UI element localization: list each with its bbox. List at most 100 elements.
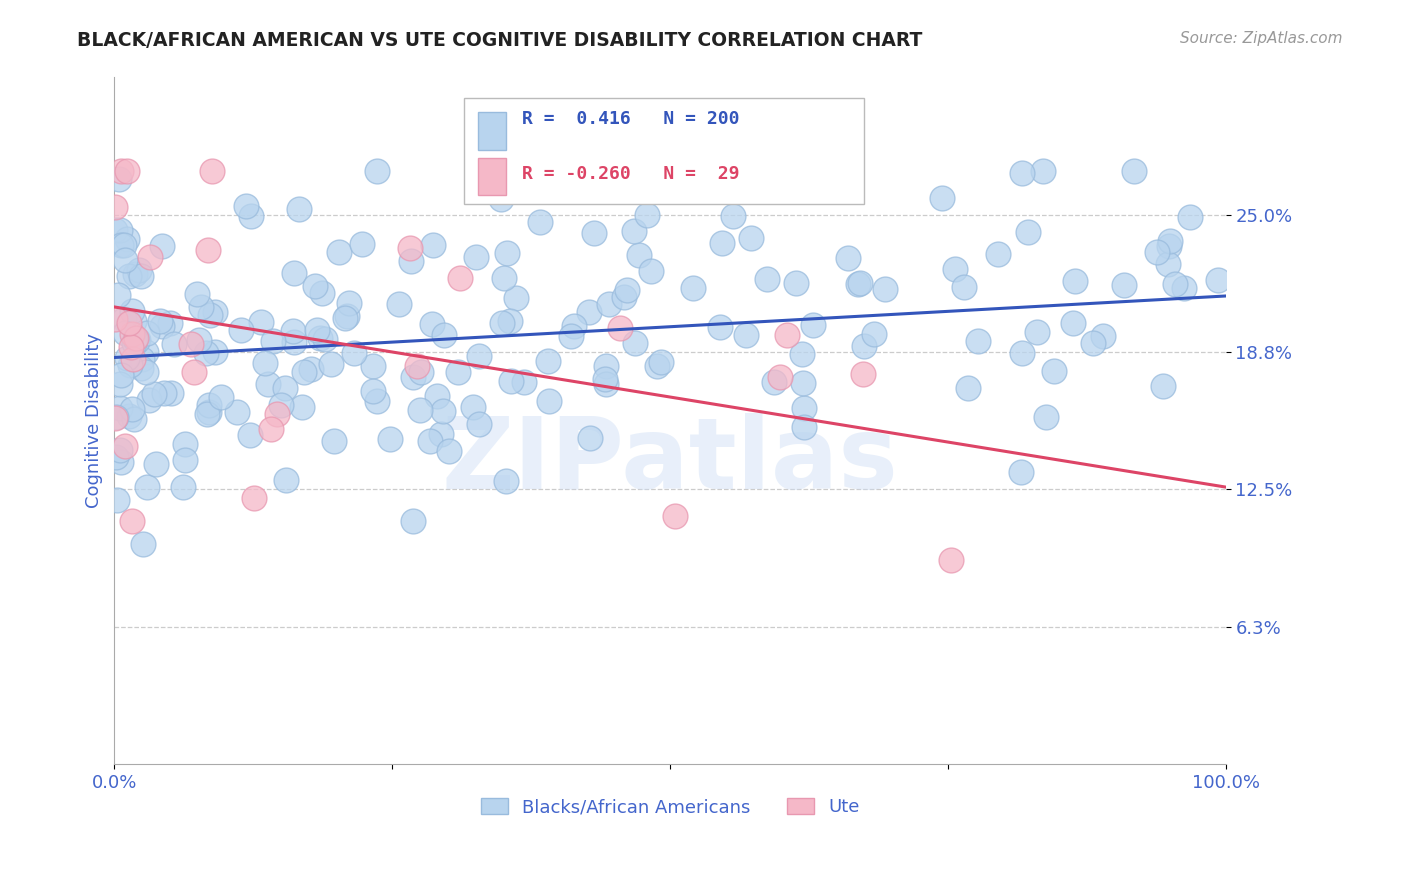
Blacks/African Americans	[401, 514, 423, 528]
Blacks/African Americans	[1011, 345, 1033, 359]
Blacks/African Americans	[319, 357, 342, 371]
Blacks/African Americans	[640, 264, 662, 278]
Blacks/African Americans	[564, 319, 586, 334]
Blacks/African Americans	[274, 473, 297, 487]
Ute	[183, 365, 205, 379]
Ute	[180, 337, 202, 351]
Blacks/African Americans	[1152, 379, 1174, 393]
Blacks/African Americans	[299, 362, 322, 376]
Y-axis label: Cognitive Disability: Cognitive Disability	[86, 333, 103, 508]
FancyBboxPatch shape	[464, 98, 865, 204]
Blacks/African Americans	[513, 375, 536, 389]
Blacks/African Americans	[311, 285, 333, 300]
Blacks/African Americans	[468, 417, 491, 432]
Blacks/African Americans	[108, 223, 131, 237]
Blacks/African Americans	[112, 312, 135, 326]
Blacks/African Americans	[1180, 210, 1202, 224]
Blacks/African Americans	[328, 244, 350, 259]
Blacks/African Americans	[366, 393, 388, 408]
Blacks/African Americans	[582, 226, 605, 240]
Blacks/African Americans	[333, 311, 356, 326]
Blacks/African Americans	[709, 319, 731, 334]
Blacks/African Americans	[650, 355, 672, 369]
Ute	[243, 491, 266, 505]
Blacks/African Americans	[755, 272, 778, 286]
Ute	[120, 340, 142, 354]
Blacks/African Americans	[560, 328, 582, 343]
Blacks/African Americans	[437, 444, 460, 458]
Blacks/African Americans	[159, 316, 181, 330]
Blacks/African Americans	[118, 358, 141, 372]
Blacks/African Americans	[1092, 329, 1115, 343]
Text: Source: ZipAtlas.com: Source: ZipAtlas.com	[1180, 31, 1343, 46]
Blacks/African Americans	[468, 349, 491, 363]
Blacks/African Americans	[135, 480, 157, 494]
Blacks/African Americans	[848, 276, 870, 290]
Blacks/African Americans	[361, 359, 384, 373]
Blacks/African Americans	[135, 365, 157, 379]
Blacks/African Americans	[399, 254, 422, 268]
Blacks/African Americans	[790, 347, 813, 361]
Blacks/African Americans	[853, 339, 876, 353]
Blacks/African Americans	[1112, 277, 1135, 292]
Blacks/African Americans	[873, 282, 896, 296]
Ute	[776, 327, 799, 342]
Blacks/African Americans	[188, 333, 211, 347]
Ute	[260, 422, 283, 436]
Blacks/African Americans	[595, 359, 617, 373]
Blacks/African Americans	[943, 261, 966, 276]
Blacks/African Americans	[953, 279, 976, 293]
Blacks/African Americans	[668, 183, 690, 197]
Blacks/African Americans	[1163, 277, 1185, 291]
Blacks/African Americans	[343, 346, 366, 360]
Blacks/African Americans	[931, 191, 953, 205]
Blacks/African Americans	[239, 428, 262, 442]
Blacks/African Americans	[496, 245, 519, 260]
Blacks/African Americans	[598, 297, 620, 311]
Blacks/African Americans	[1146, 244, 1168, 259]
Blacks/African Americans	[422, 237, 444, 252]
Blacks/African Americans	[628, 248, 651, 262]
Ute	[125, 331, 148, 345]
Blacks/African Americans	[292, 365, 315, 379]
Ute	[197, 243, 219, 257]
Blacks/African Americans	[801, 318, 824, 333]
Blacks/African Americans	[124, 332, 146, 346]
Blacks/African Americans	[491, 192, 513, 206]
Blacks/African Americans	[305, 323, 328, 337]
Blacks/African Americans	[283, 334, 305, 349]
Blacks/African Americans	[150, 238, 173, 252]
Ute	[201, 163, 224, 178]
Blacks/African Americans	[848, 277, 870, 291]
Blacks/African Americans	[491, 316, 513, 330]
Blacks/African Americans	[1063, 274, 1085, 288]
Blacks/African Americans	[409, 366, 432, 380]
Blacks/African Americans	[380, 432, 402, 446]
Blacks/African Americans	[721, 209, 744, 223]
Blacks/African Americans	[710, 235, 733, 250]
Blacks/African Americans	[863, 326, 886, 341]
Blacks/African Americans	[1173, 281, 1195, 295]
Blacks/African Americans	[1157, 239, 1180, 253]
Blacks/African Americans	[249, 315, 271, 329]
Blacks/African Americans	[135, 326, 157, 341]
Blacks/African Americans	[578, 305, 600, 319]
Blacks/African Americans	[1062, 316, 1084, 330]
Blacks/African Americans	[226, 405, 249, 419]
Blacks/African Americans	[623, 223, 645, 237]
Legend: Blacks/African Americans, Ute: Blacks/African Americans, Ute	[474, 790, 866, 823]
Ute	[609, 321, 631, 335]
Blacks/African Americans	[1010, 465, 1032, 479]
Blacks/African Americans	[174, 437, 197, 451]
Blacks/African Americans	[283, 266, 305, 280]
Blacks/African Americans	[198, 405, 221, 419]
Blacks/African Americans	[352, 237, 374, 252]
Blacks/African Americans	[105, 450, 128, 465]
Blacks/African Americans	[115, 232, 138, 246]
Blacks/African Americans	[110, 455, 132, 469]
Blacks/African Americans	[257, 377, 280, 392]
Ute	[852, 367, 875, 381]
Blacks/African Americans	[579, 431, 602, 445]
Blacks/African Americans	[420, 317, 443, 331]
Blacks/African Americans	[1032, 163, 1054, 178]
